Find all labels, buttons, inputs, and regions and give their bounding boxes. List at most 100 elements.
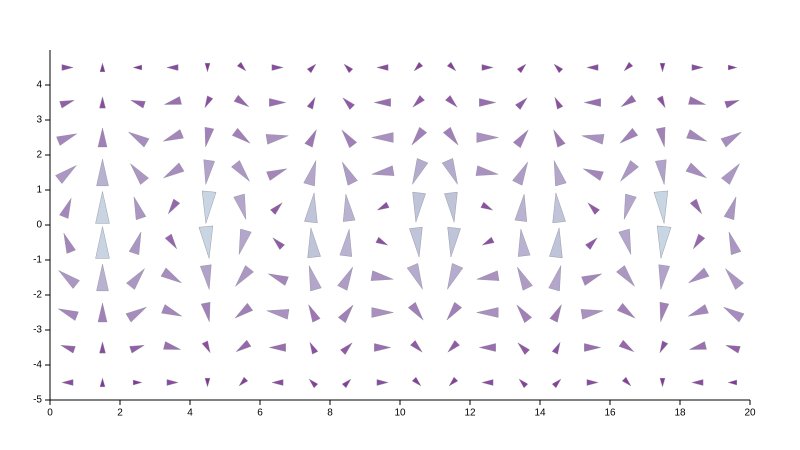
arrow bbox=[618, 228, 632, 255]
arrow bbox=[441, 158, 458, 185]
arrow bbox=[99, 377, 106, 387]
arrow bbox=[375, 236, 389, 246]
arrow bbox=[235, 265, 254, 287]
arrow bbox=[307, 227, 321, 259]
arrow bbox=[376, 64, 389, 71]
arrow bbox=[409, 226, 423, 258]
arrow bbox=[446, 61, 457, 72]
arrow bbox=[475, 165, 499, 176]
arrow bbox=[271, 64, 284, 71]
arrow bbox=[515, 97, 528, 110]
arrow bbox=[204, 95, 214, 109]
arrow bbox=[163, 129, 184, 142]
arrow bbox=[689, 198, 702, 215]
arrow bbox=[337, 304, 354, 324]
arrow bbox=[517, 266, 533, 291]
arrow bbox=[410, 340, 423, 353]
arrow bbox=[129, 345, 145, 354]
arrow bbox=[481, 64, 494, 71]
arrow bbox=[512, 161, 528, 186]
arrow bbox=[238, 228, 252, 255]
arrow bbox=[309, 341, 319, 355]
arrow bbox=[481, 236, 495, 246]
arrow bbox=[95, 191, 110, 224]
arrow bbox=[269, 343, 286, 352]
arrow bbox=[164, 233, 177, 250]
arrow bbox=[342, 97, 355, 110]
arrow bbox=[516, 304, 533, 324]
arrow bbox=[655, 159, 667, 185]
arrow bbox=[554, 96, 564, 110]
arrow bbox=[553, 63, 564, 74]
arrow bbox=[97, 302, 108, 323]
x-tick-label: 20 bbox=[744, 408, 756, 419]
arrow bbox=[727, 379, 737, 386]
arrow bbox=[200, 264, 212, 290]
arrow bbox=[376, 201, 390, 211]
arrow bbox=[724, 100, 740, 109]
arrow bbox=[659, 340, 669, 354]
arrow bbox=[370, 270, 394, 281]
arrow bbox=[584, 98, 601, 107]
x-tick-label: 2 bbox=[117, 408, 123, 419]
arrow bbox=[442, 126, 459, 146]
arrow bbox=[406, 263, 423, 290]
x-tick-label: 4 bbox=[187, 408, 193, 419]
arrow bbox=[616, 265, 635, 287]
arrow bbox=[586, 64, 599, 71]
arrow bbox=[584, 343, 601, 352]
arrow bbox=[581, 134, 605, 145]
arrow bbox=[448, 376, 459, 387]
y-tick-label: -5 bbox=[33, 395, 42, 406]
arrow bbox=[693, 233, 706, 250]
arrow bbox=[476, 270, 500, 281]
y-tick-label: -4 bbox=[33, 360, 42, 371]
y-tick-label: -2 bbox=[33, 290, 42, 301]
arrow bbox=[412, 95, 425, 108]
arrow bbox=[412, 158, 429, 185]
arrow bbox=[659, 63, 666, 73]
arrow bbox=[653, 190, 669, 224]
arrow bbox=[59, 100, 75, 109]
arrow bbox=[583, 168, 604, 181]
arrow bbox=[99, 62, 106, 72]
arrow bbox=[371, 132, 394, 143]
arrow bbox=[231, 127, 251, 144]
arrow bbox=[266, 309, 290, 320]
arrow bbox=[728, 231, 742, 256]
arrow bbox=[618, 339, 635, 352]
y-tick-label: 0 bbox=[36, 220, 42, 231]
arrow bbox=[265, 134, 289, 145]
arrow bbox=[481, 379, 494, 386]
arrow bbox=[723, 306, 745, 323]
arrow bbox=[552, 192, 566, 224]
arrow bbox=[548, 265, 562, 292]
x-tick-label: 12 bbox=[464, 408, 476, 419]
arrow bbox=[125, 306, 147, 323]
arrow bbox=[619, 127, 639, 144]
arrow bbox=[233, 193, 247, 220]
arrow bbox=[97, 127, 108, 148]
arrow bbox=[58, 270, 80, 289]
arrow bbox=[339, 229, 353, 257]
arrow bbox=[233, 94, 250, 107]
arrow bbox=[620, 160, 639, 182]
arrow bbox=[447, 340, 460, 353]
y-tick-label: -1 bbox=[33, 255, 42, 266]
arrow bbox=[168, 198, 181, 215]
arrow bbox=[343, 63, 354, 74]
arrow bbox=[691, 64, 704, 71]
y-tick-label: 2 bbox=[36, 150, 42, 161]
arrow bbox=[728, 64, 738, 71]
arrow bbox=[308, 304, 321, 323]
arrow bbox=[587, 202, 600, 215]
arrow bbox=[130, 163, 149, 185]
arrow bbox=[128, 231, 142, 256]
arrow bbox=[407, 301, 424, 321]
arrow bbox=[340, 342, 353, 355]
arrow bbox=[656, 225, 672, 259]
arrow bbox=[342, 161, 358, 186]
arrow bbox=[656, 95, 666, 109]
arrow bbox=[61, 379, 74, 386]
